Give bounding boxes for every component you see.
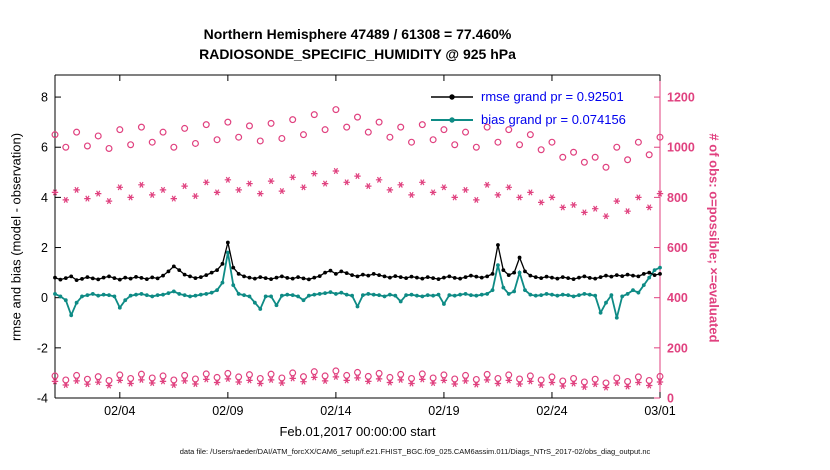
data-file-caption: data file: /Users/raeder/DAI/ATM_forcXX/…: [179, 447, 651, 456]
svg-text:600: 600: [667, 241, 688, 255]
legend: rmse grand pr = 0.92501 bias grand pr = …: [430, 85, 626, 131]
svg-text:8: 8: [41, 91, 48, 105]
svg-text:6: 6: [41, 141, 48, 155]
rmse-line-sample-icon: [431, 93, 473, 100]
y-axis-right-label: # of obs: o=possible; ×=evaluated: [706, 133, 722, 343]
svg-text:02/04: 02/04: [104, 404, 135, 418]
legend-label-bias: bias grand pr = 0.074156: [481, 112, 626, 127]
x-axis-label: Feb.01,2017 00:00:00 start: [279, 424, 436, 439]
svg-text:02/19: 02/19: [428, 404, 459, 418]
legend-label-rmse: rmse grand pr = 0.92501: [481, 89, 624, 104]
chart-title-line1: Northern Hemisphere 47489 / 61308 = 77.4…: [203, 26, 512, 42]
bias-line-sample-icon: [431, 116, 473, 123]
svg-text:02/09: 02/09: [212, 404, 243, 418]
svg-text:200: 200: [667, 341, 688, 355]
chart-title: Northern Hemisphere 47489 / 61308 = 77.4…: [55, 24, 660, 64]
svg-text:02/24: 02/24: [536, 404, 567, 418]
svg-text:03/01: 03/01: [644, 404, 675, 418]
legend-entry-rmse: rmse grand pr = 0.92501: [430, 85, 626, 108]
svg-text:-2: -2: [37, 341, 48, 355]
y-axis-left-label: rmse and bias (model - observation): [8, 132, 24, 342]
svg-text:400: 400: [667, 291, 688, 305]
chart-title-line2: RADIOSONDE_SPECIFIC_HUMIDITY @ 925 hPa: [199, 46, 516, 62]
legend-entry-bias: bias grand pr = 0.074156: [430, 108, 626, 131]
svg-text:1200: 1200: [667, 91, 695, 105]
svg-text:-4: -4: [37, 392, 48, 406]
svg-text:1000: 1000: [667, 141, 695, 155]
svg-text:800: 800: [667, 191, 688, 205]
svg-text:0: 0: [41, 291, 48, 305]
svg-text:4: 4: [41, 191, 48, 205]
svg-text:02/14: 02/14: [320, 404, 351, 418]
svg-text:0: 0: [667, 392, 674, 406]
svg-text:2: 2: [41, 241, 48, 255]
